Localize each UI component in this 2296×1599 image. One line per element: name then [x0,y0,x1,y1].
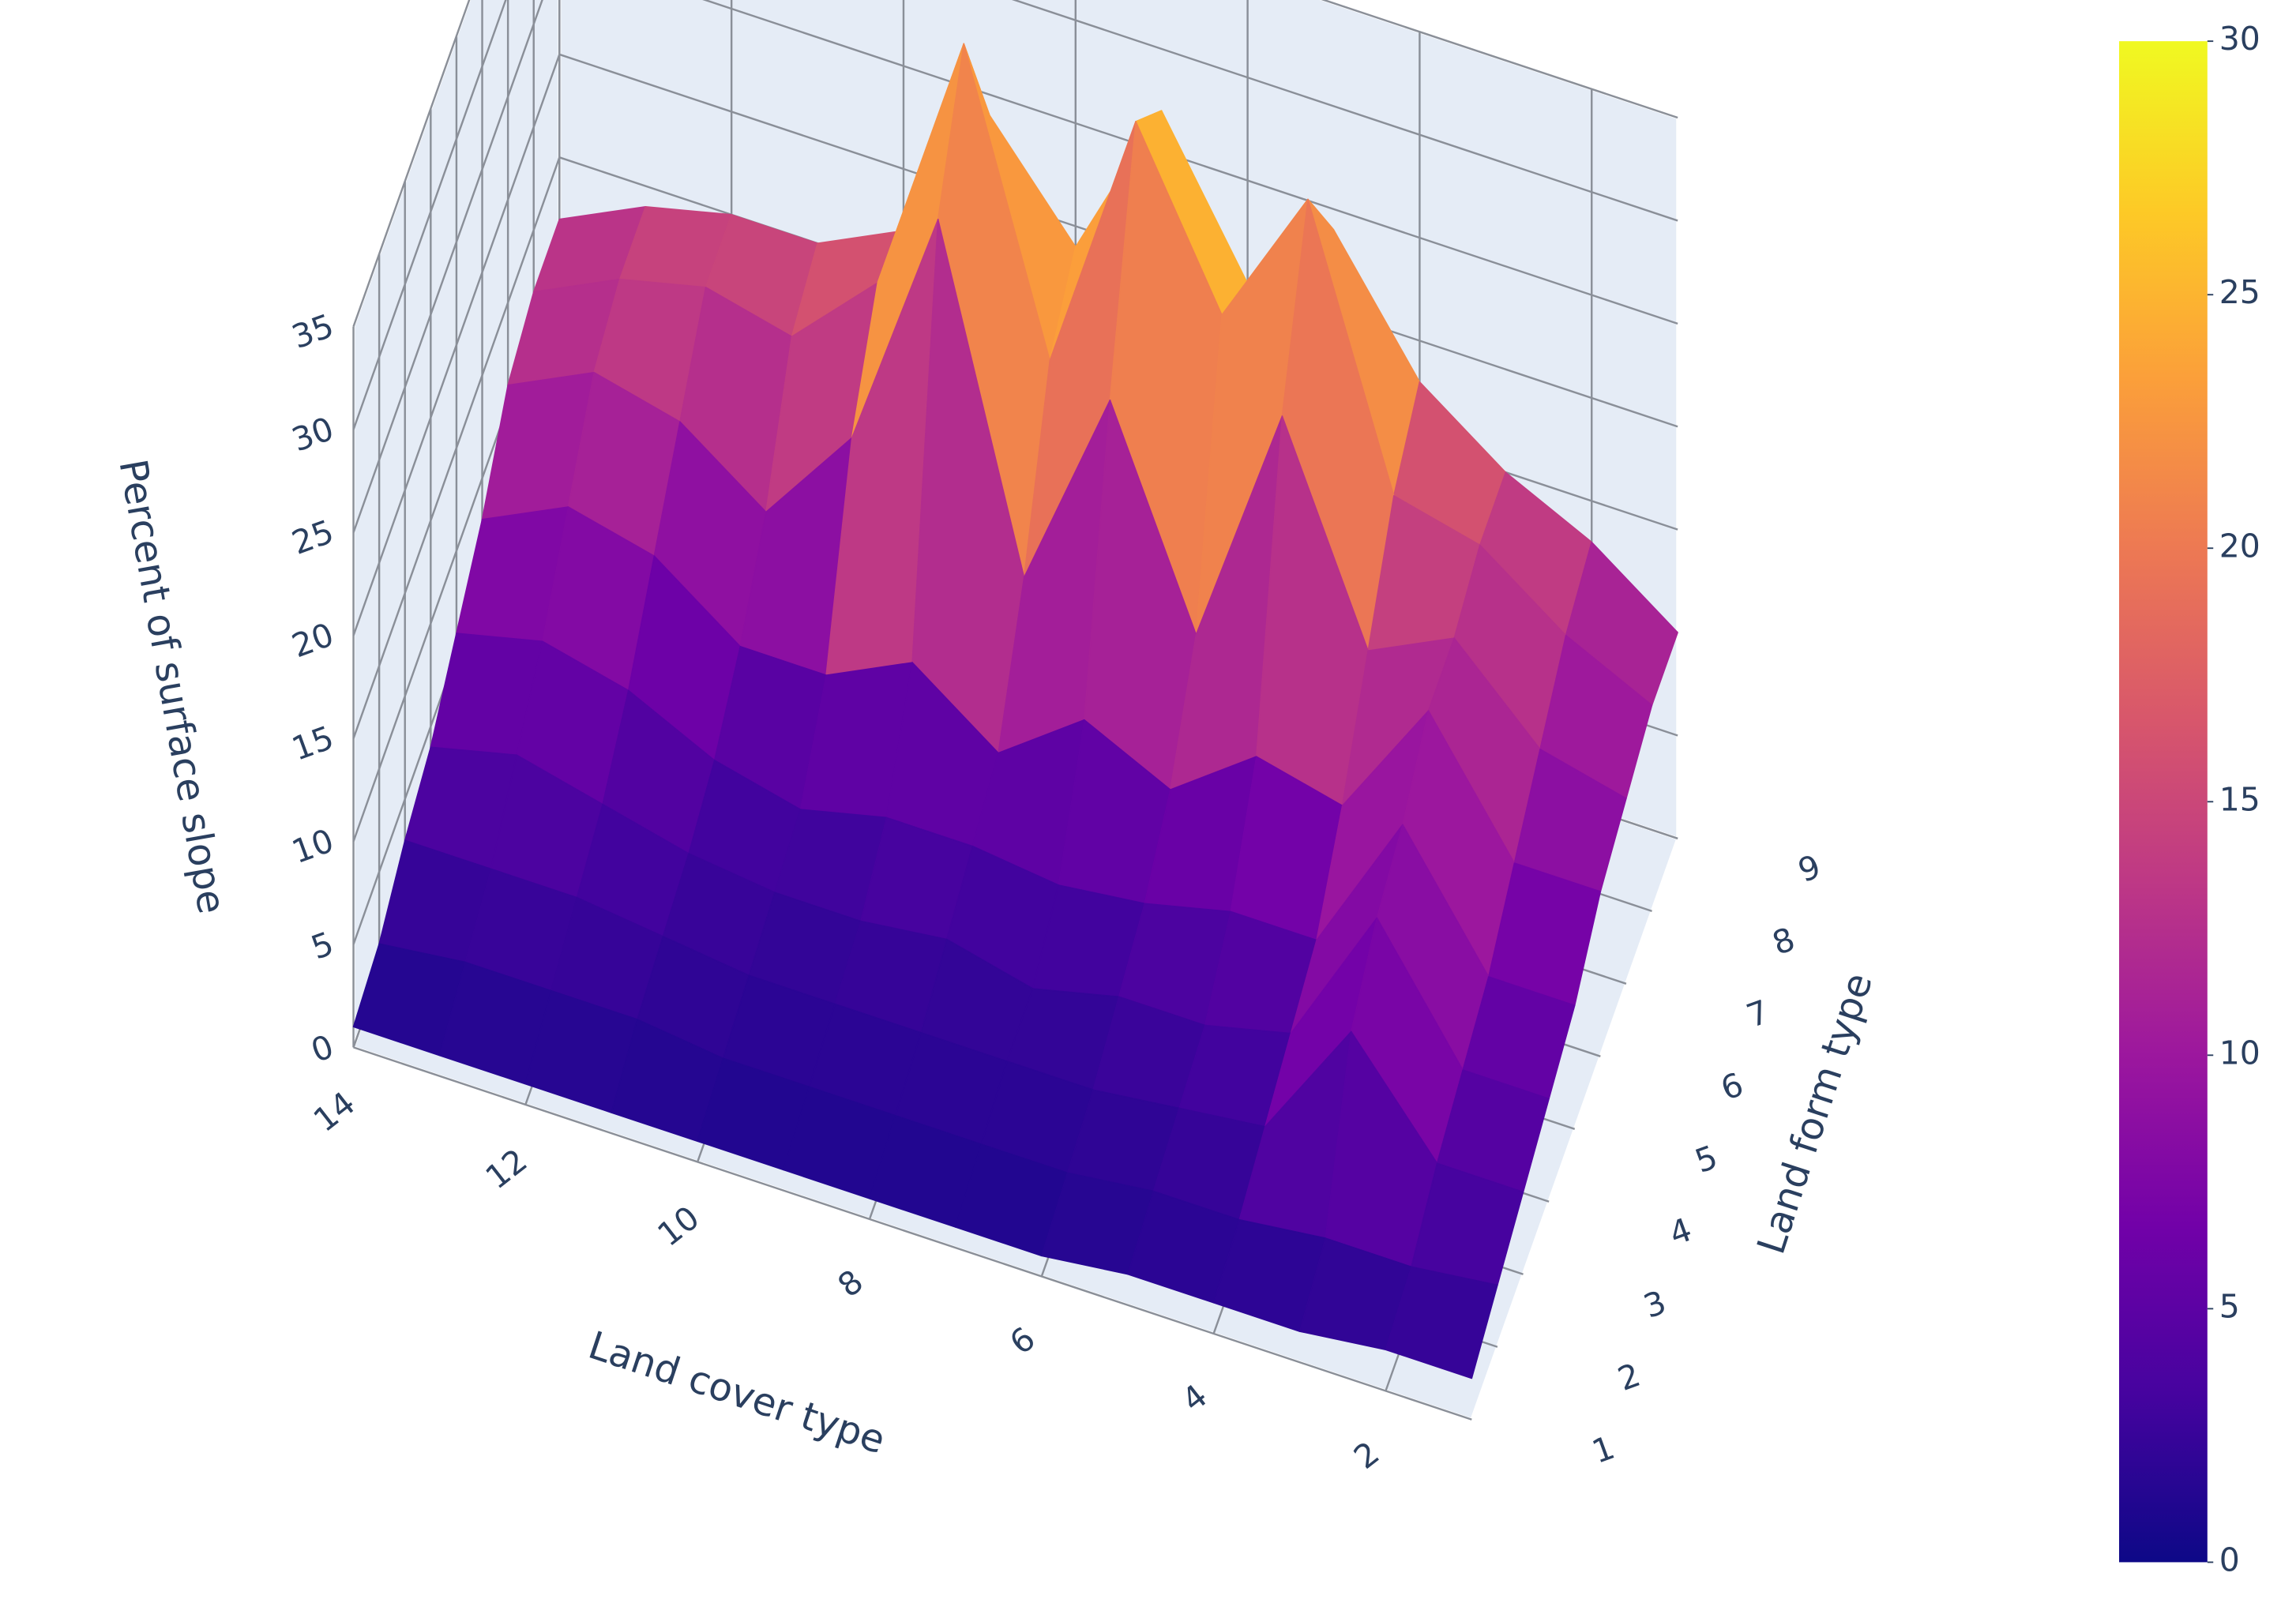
z-tick-label: 30 [287,410,338,460]
y-tick-label: 4 [1664,1211,1697,1253]
y-tick-label: 8 [1768,920,1800,963]
x-tick-label: 2 [1347,1434,1386,1477]
grid-line [353,1046,1472,1421]
y-tick-label: 3 [1639,1283,1671,1326]
y-tick-label: 7 [1742,993,1774,1035]
colorbar-tick-label: 0 [2219,1541,2240,1578]
colorbar-tick-label: 20 [2219,527,2260,565]
z-tick-label: 20 [287,615,338,665]
y-axis-title: Land form type [1749,968,1881,1259]
surface-cell [1385,1266,1498,1379]
x-tick-label: 14 [306,1084,363,1139]
x-tick-label: 12 [479,1141,535,1196]
surface [352,43,1678,1379]
z-tick-label: 10 [287,821,338,871]
z-axis-title: Percent of surface slope [110,456,233,918]
z-tick-label: 15 [287,719,338,768]
colorbar-tick-label: 30 [2219,20,2260,58]
x-tick-label: 4 [1174,1376,1214,1419]
z-tick-label: 0 [306,1027,339,1070]
colorbar-tick-label: 5 [2219,1287,2240,1325]
colorbar-tick-label: 10 [2219,1034,2260,1072]
x-tick-label: 10 [651,1199,707,1254]
y-tick-label: 6 [1716,1065,1749,1108]
y-tick-label: 1 [1588,1428,1620,1471]
grid-line [1011,0,1678,222]
colorbar-tick-label: 15 [2219,780,2260,818]
z-tick-label: 25 [287,512,338,562]
grid-line [1321,0,1678,119]
grid-line [702,0,1678,325]
colorbar [2119,41,2208,1563]
x-tick-label: 6 [1003,1319,1043,1362]
z-tick-label: 5 [306,925,339,967]
y-tick-label: 9 [1793,847,1825,890]
x-tick-label: 8 [831,1262,870,1304]
y-tick-label: 2 [1613,1356,1645,1398]
x-axis-title: Land cover type [583,1323,890,1463]
colorbar-tick-label: 25 [2219,273,2260,311]
z-tick-label: 35 [287,306,338,356]
y-tick-label: 5 [1690,1138,1723,1180]
